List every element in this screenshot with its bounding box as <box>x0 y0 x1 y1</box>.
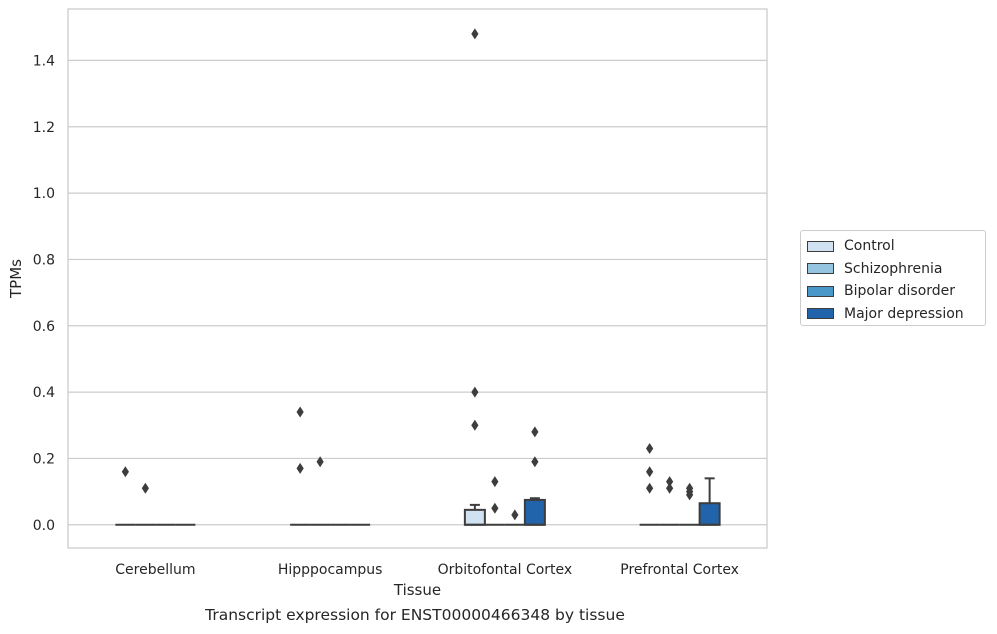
chart-caption: Transcript expression for ENST0000046634… <box>205 606 625 624</box>
box-control <box>463 28 486 526</box>
outlier-point <box>296 406 304 418</box>
legend-label: Bipolar disorder <box>844 283 956 300</box>
legend-swatch <box>807 240 834 252</box>
box-schizophrenia <box>135 482 156 526</box>
y-axis-label: TPMs <box>7 259 25 299</box>
outlier-point <box>646 466 654 478</box>
y-tick-label: 0.0 <box>33 518 55 534</box>
legend-item: Schizophrenia <box>807 258 985 281</box>
legend-swatch <box>807 308 834 320</box>
box-control <box>290 406 311 526</box>
outlier-point <box>531 426 539 438</box>
x-axis-label: Tissue <box>393 581 441 599</box>
x-tick-labels: Cerebellum Hipppocampus Orbitofontal Corte… <box>115 562 739 578</box>
box-schizophrenia <box>310 456 331 526</box>
outlier-point <box>686 489 694 501</box>
outlier-point <box>471 28 479 40</box>
legend-label: Control <box>844 238 895 255</box>
box-body <box>698 502 721 526</box>
outlier-point <box>121 466 129 478</box>
plot-frame <box>67 8 768 549</box>
outlier-point <box>646 482 654 494</box>
y-tick-label: 1.4 <box>33 53 55 69</box>
legend-swatch <box>807 263 834 275</box>
legend-item: Control <box>807 235 985 258</box>
legend-item: Major depression <box>807 303 985 326</box>
y-tick-label: 0.4 <box>33 385 55 401</box>
box-bipolar-disorder <box>679 482 700 526</box>
outlier-point <box>316 456 324 468</box>
box-control <box>115 466 136 526</box>
legend: Control Schizophrenia Bipolar disorder Majo… <box>800 230 986 326</box>
box-control <box>639 442 660 526</box>
x-tick-label: Prefrontal Cortex <box>620 562 739 578</box>
y-tick-label: 1.0 <box>33 186 55 202</box>
gridlines <box>68 59 767 526</box>
outlier-point <box>141 482 149 494</box>
outlier-point <box>491 476 499 488</box>
box-major-depression <box>523 426 546 526</box>
outlier-point <box>666 476 674 488</box>
x-tick-label: Hipppocampus <box>278 562 383 578</box>
x-tick-label: Orbitofontal Cortex <box>438 562 573 578</box>
y-tick-label: 0.2 <box>33 451 55 467</box>
outlier-point <box>471 386 479 398</box>
outlier-point <box>666 482 674 494</box>
outlier-point <box>646 442 654 454</box>
box-schizophrenia <box>659 476 680 526</box>
y-tick-label: 1.2 <box>33 120 55 136</box>
outlier-point <box>491 502 499 514</box>
box-body <box>523 498 546 526</box>
legend-label: Major depression <box>844 305 964 322</box>
box-bipolar-disorder <box>504 509 525 526</box>
y-tick-labels: 0.0 0.2 0.4 0.6 0.8 1.0 1.2 1.4 <box>33 53 55 533</box>
box-series <box>115 28 721 526</box>
y-tick-label: 0.8 <box>33 252 55 268</box>
outlier-point <box>531 456 539 468</box>
legend-item: Bipolar disorder <box>807 280 985 303</box>
y-tick-label: 0.6 <box>33 319 55 335</box>
box-body <box>463 508 486 526</box>
outlier-point <box>511 509 519 521</box>
box-schizophrenia <box>484 476 505 526</box>
outlier-point <box>296 462 304 474</box>
outlier-point <box>471 419 479 431</box>
legend-swatch <box>807 285 834 297</box>
x-tick-label: Cerebellum <box>115 562 195 578</box>
legend-label: Schizophrenia <box>844 260 943 277</box>
box-major-depression <box>698 477 721 526</box>
